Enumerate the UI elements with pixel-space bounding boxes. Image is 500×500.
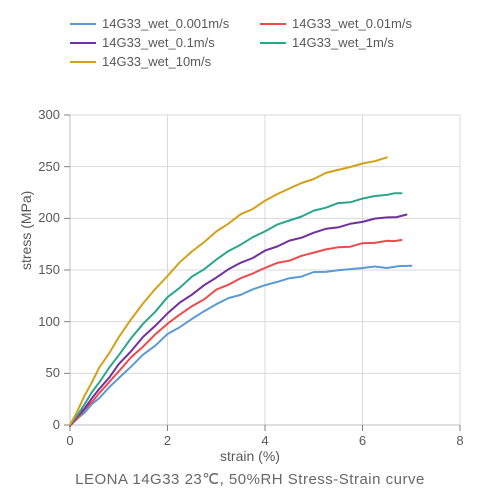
- legend-swatch: [260, 23, 286, 25]
- series-line: [70, 240, 402, 425]
- x-tick-label: 0: [60, 433, 80, 448]
- y-tick-label: 50: [20, 365, 60, 380]
- y-tick-label: 250: [20, 159, 60, 174]
- legend: 14G33_wet_0.001m/s 14G33_wet_0.01m/s 14G33…: [70, 15, 460, 72]
- x-tick-label: 8: [450, 433, 470, 448]
- x-axis-title: strain (%): [0, 448, 500, 464]
- series-line: [70, 193, 402, 424]
- y-tick-label: 300: [20, 107, 60, 122]
- legend-label: 14G33_wet_10m/s: [102, 54, 211, 69]
- x-tick-label: 4: [255, 433, 275, 448]
- plot-svg: [70, 115, 460, 425]
- y-tick-label: 150: [20, 262, 60, 277]
- legend-item: 14G33_wet_10m/s: [70, 53, 260, 70]
- x-tick-label: 6: [353, 433, 373, 448]
- chart-container: 14G33_wet_0.001m/s 14G33_wet_0.01m/s 14G33…: [0, 0, 500, 500]
- legend-item: 14G33_wet_0.01m/s: [260, 15, 450, 32]
- legend-label: 14G33_wet_1m/s: [292, 35, 394, 50]
- legend-label: 14G33_wet_0.01m/s: [292, 16, 412, 31]
- y-axis-title: stress (MPa): [18, 191, 34, 270]
- legend-swatch: [70, 23, 96, 25]
- chart-caption: LEONA 14G33 23℃, 50%RH Stress-Strain cur…: [0, 470, 500, 488]
- legend-label: 14G33_wet_0.1m/s: [102, 35, 215, 50]
- x-tick-label: 2: [158, 433, 178, 448]
- y-tick-label: 200: [20, 210, 60, 225]
- plot-area: [70, 115, 460, 425]
- legend-item: 14G33_wet_1m/s: [260, 34, 450, 51]
- legend-swatch: [70, 42, 96, 44]
- y-tick-label: 0: [20, 417, 60, 432]
- y-tick-label: 100: [20, 314, 60, 329]
- legend-swatch: [70, 61, 96, 63]
- legend-item: 14G33_wet_0.1m/s: [70, 34, 260, 51]
- legend-label: 14G33_wet_0.001m/s: [102, 16, 229, 31]
- legend-item: 14G33_wet_0.001m/s: [70, 15, 260, 32]
- legend-swatch: [260, 42, 286, 44]
- series-line: [70, 266, 411, 426]
- series-line: [70, 157, 387, 425]
